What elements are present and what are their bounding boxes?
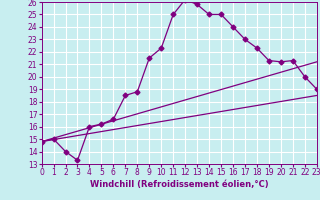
X-axis label: Windchill (Refroidissement éolien,°C): Windchill (Refroidissement éolien,°C) bbox=[90, 180, 268, 189]
